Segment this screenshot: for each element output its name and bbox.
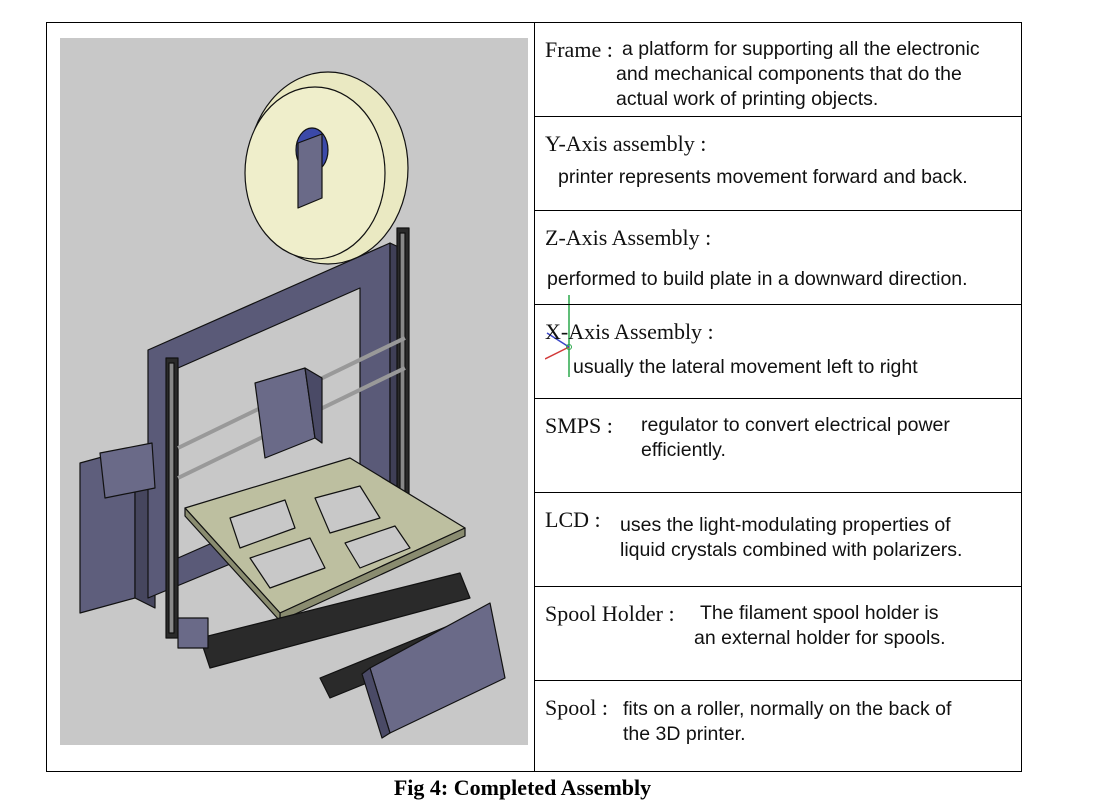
desc-line: fits on a roller, normally on the back o… <box>623 698 952 720</box>
cad-drawing <box>60 38 528 745</box>
list-item: Frame : a platform for supporting all th… <box>535 23 1021 117</box>
desc-line: actual work of printing objects. <box>616 88 879 110</box>
ucs-axis-icon <box>545 295 572 377</box>
desc-line: liquid crystals combined with polarizers… <box>620 539 963 561</box>
list-item: X-Axis Assembly : usually the lateral mo… <box>535 305 1021 399</box>
component-term: LCD : <box>545 507 601 532</box>
component-desc: printer represents movement forward and … <box>558 165 968 190</box>
desc-line: The filament spool holder is <box>700 602 939 624</box>
component-term: Spool : <box>545 695 608 720</box>
list-item: Spool : fits on a roller, normally on th… <box>535 681 1021 773</box>
desc-line: performed to build plate in a downward d… <box>547 268 968 290</box>
figure-caption: Fig 4: Completed Assembly <box>393 775 652 800</box>
3d-printer-cad-icon <box>79 71 506 739</box>
list-item: SMPS : regulator to convert electrical p… <box>535 399 1021 493</box>
figure-cell <box>47 23 535 771</box>
component-term: X-Axis Assembly : <box>545 319 714 344</box>
component-term: Frame : <box>545 37 613 62</box>
component-desc: performed to build plate in a downward d… <box>547 267 968 292</box>
desc-line: printer represents movement forward and … <box>558 166 968 188</box>
desc-line: uses the light-modulating properties of <box>620 514 951 536</box>
list-item: Z-Axis Assembly : performed to build pla… <box>535 211 1021 305</box>
component-desc: The filament spool holder is an external… <box>694 601 945 651</box>
desc-line: an external holder for spools. <box>694 627 946 649</box>
desc-line: usually the lateral movement left to rig… <box>573 356 918 378</box>
list-item: Spool Holder : The filament spool holder… <box>535 587 1021 681</box>
component-desc: uses the light-modulating properties of … <box>620 513 962 563</box>
desc-line: efficiently. <box>641 439 726 461</box>
component-desc: a platform for supporting all the electr… <box>616 37 980 112</box>
component-term: SMPS : <box>545 413 613 438</box>
desc-line: and mechanical components that do the <box>616 63 962 85</box>
desc-line: a platform for supporting all the electr… <box>622 38 980 60</box>
component-term: Y-Axis assembly : <box>545 131 707 156</box>
component-desc: usually the lateral movement left to rig… <box>573 355 918 380</box>
list-item: Y-Axis assembly : printer represents mov… <box>535 117 1021 211</box>
component-desc: regulator to convert electrical power ef… <box>641 413 950 463</box>
component-term: Z-Axis Assembly : <box>545 225 712 250</box>
component-term: Spool Holder : <box>545 601 675 626</box>
desc-line: regulator to convert electrical power <box>641 414 950 436</box>
list-item: LCD : uses the light-modulating properti… <box>535 493 1021 587</box>
component-desc: fits on a roller, normally on the back o… <box>623 697 951 747</box>
component-list: Frame : a platform for supporting all th… <box>535 23 1021 771</box>
figure-table: Frame : a platform for supporting all th… <box>46 22 1022 772</box>
desc-line: the 3D printer. <box>623 723 746 745</box>
